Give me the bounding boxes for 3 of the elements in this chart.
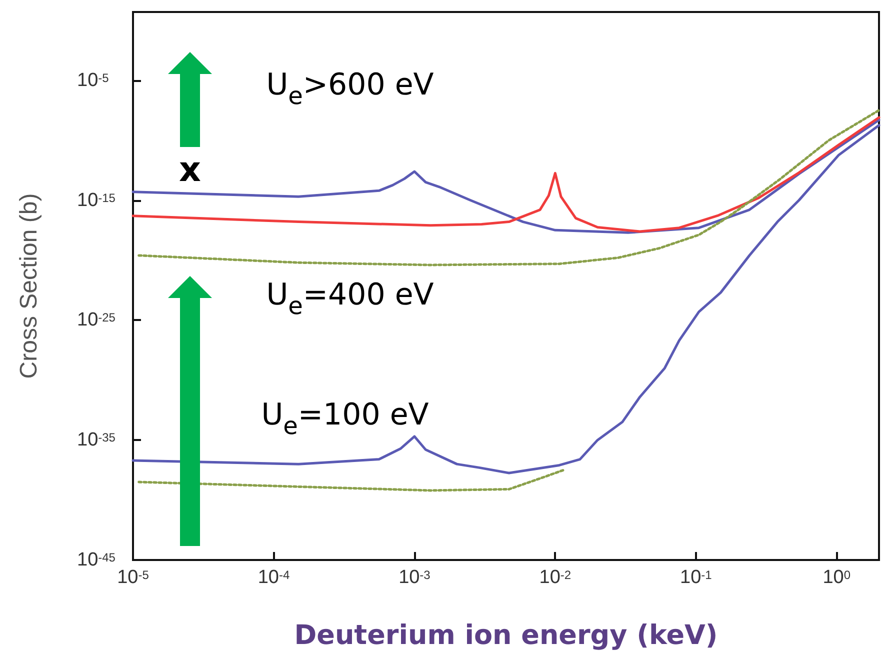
y-axis-title: Cross Section (b) xyxy=(16,193,42,379)
x-axis-title: Deuterium ion energy (keV) xyxy=(294,620,718,651)
annotation: x xyxy=(179,150,202,190)
